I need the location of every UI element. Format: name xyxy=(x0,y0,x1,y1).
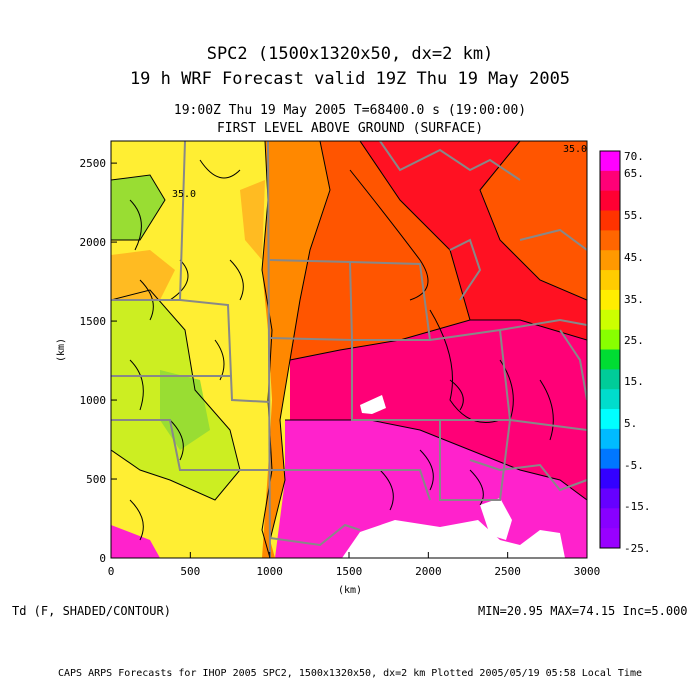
colorbar-label: 25. xyxy=(624,334,644,347)
colorbar-swatch xyxy=(600,309,620,331)
colorbar-swatch xyxy=(600,250,620,271)
y-axis-label: (km) xyxy=(56,338,67,362)
colorbar-label: 35. xyxy=(624,293,644,306)
field-green-region xyxy=(111,175,165,240)
colorbar-label: 15. xyxy=(624,375,644,388)
colorbar-label: -25. xyxy=(624,542,651,555)
colorbar-swatch xyxy=(600,270,620,291)
y-tick-label: 500 xyxy=(86,473,106,486)
colorbar-label: 70. xyxy=(624,150,644,163)
colorbar-swatch xyxy=(600,409,620,430)
x-tick-label: 1500 xyxy=(336,565,363,578)
colorbar-swatch xyxy=(600,210,620,231)
variable-label: Td (F, SHADED/CONTOUR) xyxy=(12,604,171,618)
colorbar-swatch xyxy=(600,389,620,410)
colorbar-label: 55. xyxy=(624,209,644,222)
no-data-region-gulf xyxy=(342,520,565,558)
y-tick-label: 2000 xyxy=(80,236,107,249)
valid-time-label: 19:00Z Thu 19 May 2005 T=68400.0 s (19:0… xyxy=(173,103,527,118)
colorbar-swatch xyxy=(600,488,620,509)
colorbar-labels: 70. 65. 55. 45. 35. 25. 15. 5. -5. -15. -25. xyxy=(624,150,651,555)
contour-label: 35.0 xyxy=(563,144,587,155)
colorbar-frame xyxy=(599,150,621,549)
y-tick-label: 1500 xyxy=(80,315,107,328)
field-light-orange-region xyxy=(111,180,265,300)
colorbar xyxy=(600,151,620,549)
colorbar-swatch xyxy=(600,170,620,192)
colorbar-swatch xyxy=(600,289,620,311)
colorbar-label: 65. xyxy=(624,167,644,180)
map-subtitle: 19 h WRF Forecast valid 19Z Thu 19 May 2… xyxy=(129,69,571,89)
x-tick-label: 1000 xyxy=(256,565,283,578)
no-data-region xyxy=(360,395,386,414)
colorbar-swatch xyxy=(600,508,620,529)
dewpoint-field xyxy=(111,141,587,558)
level-label: FIRST LEVEL ABOVE GROUND (SURFACE) xyxy=(216,121,484,136)
x-tick-label: 2000 xyxy=(415,565,442,578)
colorbar-label: 45. xyxy=(624,251,644,264)
plot-caption: CAPS ARPS Forecasts for IHOP 2005 SPC2, … xyxy=(58,668,642,679)
colorbar-swatch xyxy=(600,448,620,470)
y-tick-label: 1000 xyxy=(80,394,107,407)
state-borders xyxy=(111,141,587,558)
colorbar-label: -5. xyxy=(624,459,644,472)
colorbar-label: 5. xyxy=(624,417,637,430)
colorbar-swatch xyxy=(600,329,620,350)
colorbar-swatch xyxy=(600,151,620,172)
field-orange-region xyxy=(262,141,330,558)
field-dark-orange-region xyxy=(290,141,587,360)
x-tick-label: 500 xyxy=(180,565,200,578)
field-stats: MIN=20.95 MAX=74.15 Inc=5.000 xyxy=(478,604,688,618)
y-axis: 0 500 1000 1500 2000 2500 xyxy=(80,157,117,565)
colorbar-swatch xyxy=(600,428,620,450)
colorbar-swatch xyxy=(600,468,620,489)
y-tick-label: 0 xyxy=(99,552,106,565)
contour-label: 35.0 xyxy=(172,189,196,200)
x-tick-label: 3000 xyxy=(574,565,601,578)
no-data-region-florida xyxy=(480,498,512,540)
field-magenta-red-region xyxy=(290,320,587,500)
colorbar-label: -15. xyxy=(624,500,651,513)
contour-lines xyxy=(111,141,587,558)
x-tick-label: 0 xyxy=(108,565,115,578)
map-title: SPC2 (1500x1320x50, dx=2 km) xyxy=(206,44,494,64)
colorbar-swatch xyxy=(600,528,620,549)
colorbar-swatch xyxy=(600,230,620,251)
y-tick-label: 2500 xyxy=(80,157,107,170)
x-tick-label: 2500 xyxy=(494,565,521,578)
colorbar-swatch xyxy=(600,369,620,390)
x-axis: 0 500 1000 1500 2000 2500 3000 xyxy=(108,552,601,578)
colorbar-swatch xyxy=(600,190,620,212)
colorbar-swatch xyxy=(600,349,620,370)
x-axis-label: (km) xyxy=(338,585,362,596)
